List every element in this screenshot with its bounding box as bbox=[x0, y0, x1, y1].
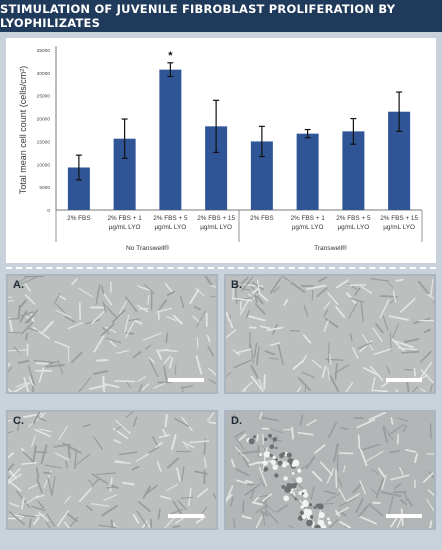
scale-bar-c bbox=[168, 514, 204, 518]
micrograph-b: B. bbox=[224, 274, 436, 394]
group-label: Transwell® bbox=[314, 244, 347, 252]
panel-label-d: D. bbox=[231, 415, 242, 427]
x-tick-label: µg/mL LYO bbox=[155, 224, 187, 231]
x-tick-label: 2% FBS + 15 bbox=[380, 215, 418, 222]
bar bbox=[342, 131, 365, 210]
x-tick-label: 2% FBS + 1 bbox=[290, 215, 325, 222]
bar bbox=[159, 69, 182, 211]
figure-title: STIMULATION OF JUVENILE FIBROBLAST PROLI… bbox=[0, 2, 396, 30]
y-tick-label: 15000 bbox=[37, 139, 51, 145]
x-tick-label: µg/mL LYO bbox=[292, 224, 324, 231]
x-tick-label: µg/mL LYO bbox=[383, 224, 415, 231]
x-tick-label: 2% FBS + 1 bbox=[107, 215, 142, 222]
micrograph-a-texture bbox=[8, 276, 216, 392]
bar bbox=[388, 111, 411, 210]
bar bbox=[250, 141, 273, 210]
micrograph-b-texture bbox=[226, 276, 434, 392]
y-tick-label: 10000 bbox=[37, 162, 51, 168]
x-tick-label: 2% FBS + 5 bbox=[153, 215, 188, 222]
figure-header: STIMULATION OF JUVENILE FIBROBLAST PROLI… bbox=[0, 0, 442, 32]
panel-label-c: C. bbox=[13, 415, 24, 427]
dashed-divider bbox=[6, 267, 436, 269]
micrograph-c: C. bbox=[6, 410, 218, 530]
bar bbox=[67, 167, 90, 210]
significance-marker: * bbox=[168, 50, 173, 62]
panel-label-b: B. bbox=[231, 279, 242, 291]
x-tick-label: 2% FBS bbox=[250, 215, 273, 222]
y-tick-label: 20000 bbox=[37, 117, 51, 123]
scale-bar-b bbox=[386, 378, 422, 382]
panel-label-a: A. bbox=[13, 279, 24, 291]
bar bbox=[113, 138, 136, 210]
bar-chart: 0 5000 10000 15000 20000 25000 30000 35000 Total… bbox=[18, 46, 423, 252]
y-tick-label: 35000 bbox=[37, 48, 51, 54]
x-tick-label: 2% FBS + 5 bbox=[336, 215, 371, 222]
micrograph-c-texture bbox=[8, 412, 216, 528]
y-tick-label: 30000 bbox=[37, 71, 51, 77]
x-tick-label: µg/mL LYO bbox=[109, 224, 141, 231]
group-label: No Transwell® bbox=[126, 244, 169, 252]
micrograph-a: A. bbox=[6, 274, 218, 394]
chart-panel: 0 5000 10000 15000 20000 25000 30000 35000 Total… bbox=[6, 38, 436, 263]
scale-bar-d bbox=[386, 514, 422, 518]
micrograph-d: D. bbox=[224, 410, 436, 530]
y-tick-label: 25000 bbox=[37, 94, 51, 100]
bar bbox=[296, 133, 319, 210]
y-tick-label: 5000 bbox=[39, 185, 50, 191]
x-tick-label: 2% FBS bbox=[67, 215, 90, 222]
x-tick-label: µg/mL LYO bbox=[200, 224, 232, 231]
y-axis-label: Total mean cell count (cells/cm²) bbox=[18, 66, 28, 195]
micrograph-d-texture bbox=[226, 412, 434, 528]
bar bbox=[205, 126, 228, 210]
y-tick-label: 0 bbox=[47, 208, 50, 214]
x-tick-label: µg/mL LYO bbox=[338, 224, 370, 231]
scale-bar-a bbox=[168, 378, 204, 382]
x-tick-label: 2% FBS + 15 bbox=[197, 215, 235, 222]
